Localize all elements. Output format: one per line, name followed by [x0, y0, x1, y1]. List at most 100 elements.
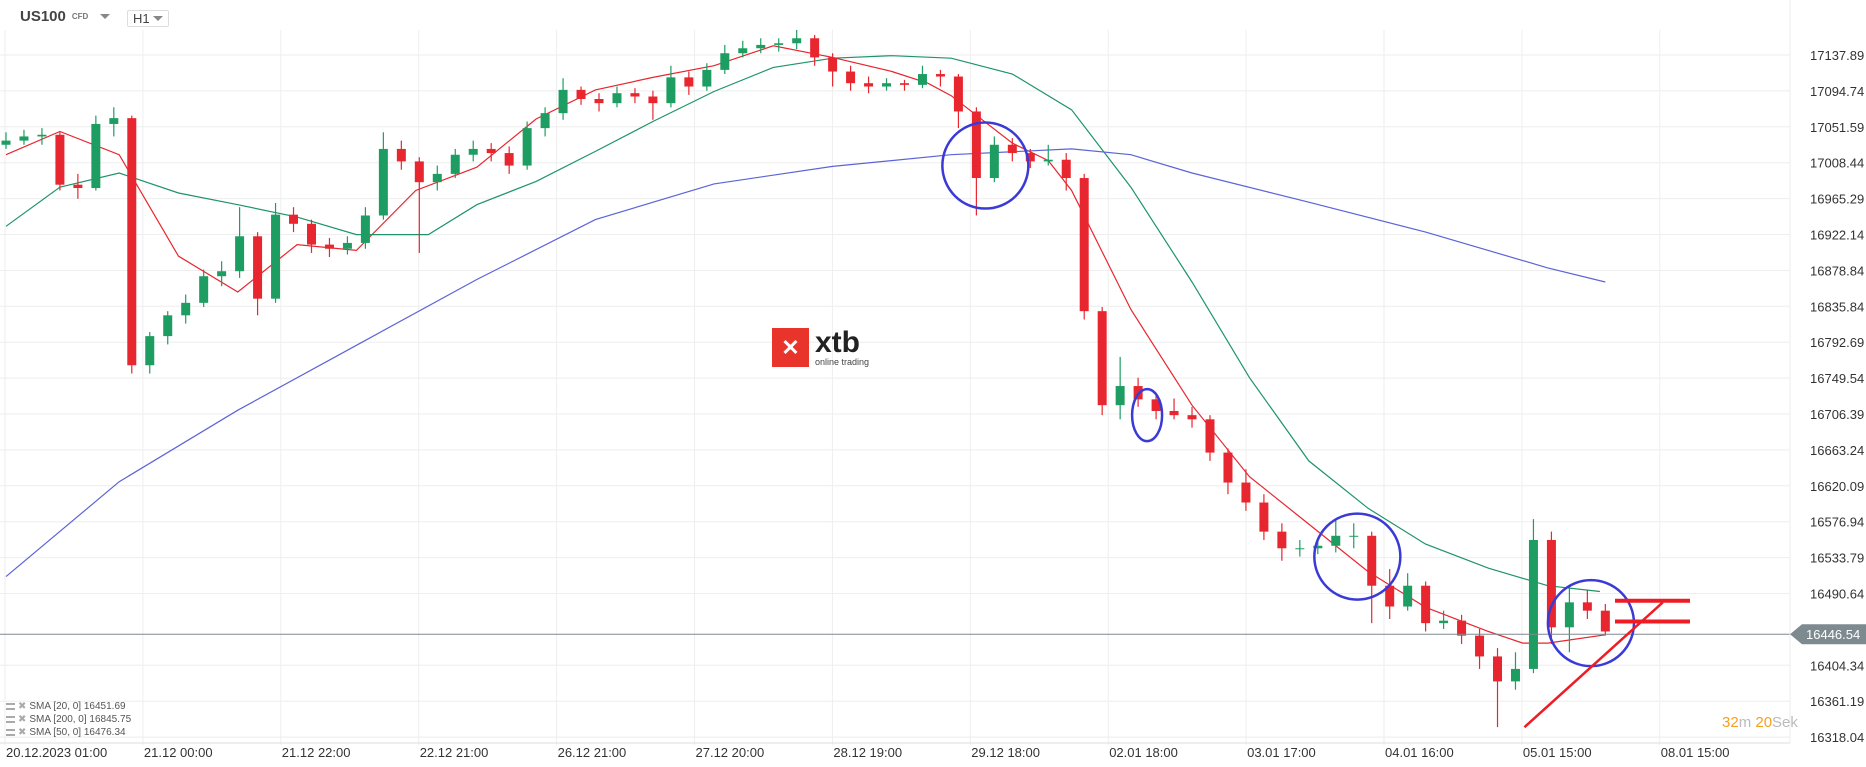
candle-down: [1061, 159, 1071, 179]
timer-seconds-unit: Sek: [1772, 714, 1798, 731]
candle-up: [109, 118, 119, 124]
candle-up: [181, 302, 191, 316]
close-icon[interactable]: ✖: [18, 714, 27, 725]
candle-down: [1367, 535, 1377, 586]
candle-down: [684, 77, 694, 87]
candle-up: [1528, 539, 1538, 669]
y-tick-label: 16533.79: [1810, 551, 1864, 566]
candle-up: [612, 93, 622, 104]
candle-down: [648, 96, 658, 104]
candle-down: [1582, 602, 1592, 611]
x-tick-label: 27.12 20:00: [696, 745, 765, 760]
candle-up: [163, 315, 173, 337]
y-tick-label: 16965.29: [1810, 192, 1864, 207]
candle-up: [1403, 585, 1413, 607]
candle-down: [73, 184, 83, 189]
candle-down: [1600, 610, 1610, 632]
x-tick-label: 02.01 18:00: [1109, 745, 1178, 760]
y-tick-label: 16490.64: [1810, 587, 1864, 602]
candle-up: [199, 276, 209, 303]
candle-up: [1564, 602, 1574, 628]
candle-up: [1295, 548, 1305, 550]
candle-up: [1439, 620, 1449, 624]
close-icon[interactable]: ✖: [18, 727, 27, 738]
y-tick-label: 16706.39: [1810, 407, 1864, 422]
candle-down: [1546, 539, 1556, 628]
chevron-down-icon: [153, 16, 163, 21]
candle-down: [1493, 656, 1503, 682]
x-tick-label: 21.12 22:00: [282, 745, 351, 760]
candle-down: [504, 153, 514, 166]
candle-up: [1510, 668, 1520, 682]
y-tick-label: 16749.54: [1810, 371, 1864, 386]
candle-down: [971, 111, 981, 179]
candle-down: [1007, 144, 1017, 154]
symbol-name: US100: [20, 8, 66, 25]
candle-up: [342, 242, 352, 249]
sma-line-sma200: [5, 148, 1606, 578]
legend-item-sma20[interactable]: ✖ SMA [20, 0] 16451.69: [6, 700, 131, 713]
xtb-logo: ✕ xtb online trading: [772, 328, 869, 367]
candle-down: [1421, 585, 1431, 624]
candle-down: [1277, 531, 1287, 549]
close-icon[interactable]: ✖: [18, 701, 27, 712]
candle-countdown: 32m 20Sek: [1722, 714, 1798, 731]
candle-down: [953, 76, 963, 112]
candle-down: [1151, 399, 1161, 411]
settings-lines-icon[interactable]: [6, 729, 15, 736]
annotation-circle: [1130, 387, 1164, 443]
candle-up: [540, 113, 550, 129]
y-tick-label: 16620.09: [1810, 479, 1864, 494]
candle-down: [127, 118, 137, 366]
x-tick-label: 03.01 17:00: [1247, 745, 1316, 760]
timeframe-select[interactable]: H1: [127, 10, 169, 27]
candle-up: [19, 136, 29, 141]
x-tick-label: 29.12 18:00: [971, 745, 1040, 760]
y-tick-label: 17008.44: [1810, 156, 1864, 171]
candle-down: [486, 148, 496, 154]
annotation-trendline: [1523, 601, 1664, 729]
candle-down: [253, 236, 263, 299]
candle-up: [558, 89, 568, 114]
candle-down: [324, 244, 334, 249]
candle-down: [810, 38, 820, 58]
timer-minutes: 32: [1722, 714, 1739, 731]
x-tick-label: 22.12 21:00: [420, 745, 489, 760]
x-tick-label: 08.01 15:00: [1661, 745, 1730, 760]
candle-up: [217, 271, 227, 277]
candle-up: [450, 154, 460, 174]
chevron-down-icon[interactable]: [100, 14, 111, 19]
symbol-selector[interactable]: US100 CFD: [20, 8, 111, 25]
candle-down: [55, 134, 65, 185]
x-tick-label: 26.12 21:00: [558, 745, 627, 760]
candle-down: [594, 99, 604, 104]
candle-down: [1205, 419, 1215, 453]
x-tick-label: 28.12 19:00: [833, 745, 902, 760]
candle-up: [91, 123, 101, 189]
candle-down: [1187, 415, 1197, 420]
candle-up: [774, 43, 784, 45]
candle-down: [1169, 410, 1179, 416]
candle-down: [828, 57, 838, 72]
annotation-circle: [1313, 512, 1402, 601]
candle-down: [1259, 502, 1269, 532]
y-tick-label: 17137.89: [1810, 48, 1864, 63]
legend-item-sma200[interactable]: ✖ SMA [200, 0] 16845.75: [6, 713, 131, 726]
candle-up: [738, 48, 748, 54]
settings-lines-icon[interactable]: [6, 716, 15, 723]
y-tick-label: 16835.84: [1810, 299, 1864, 314]
legend-item-sma50[interactable]: ✖ SMA [50, 0] 16476.34: [6, 726, 131, 739]
y-tick-label: 16922.14: [1810, 228, 1864, 243]
candle-down: [864, 83, 874, 87]
candle-down: [576, 89, 586, 100]
candle-up: [702, 69, 712, 87]
y-tick-label: 16663.24: [1810, 443, 1864, 458]
candles: [1, 29, 1610, 728]
candle-up: [522, 128, 532, 166]
candle-up: [917, 74, 927, 85]
xtb-logo-mark-icon: ✕: [772, 328, 809, 367]
current-price-tag: [1790, 624, 1866, 645]
annotations: [0, 121, 1790, 729]
settings-lines-icon[interactable]: [6, 703, 15, 710]
